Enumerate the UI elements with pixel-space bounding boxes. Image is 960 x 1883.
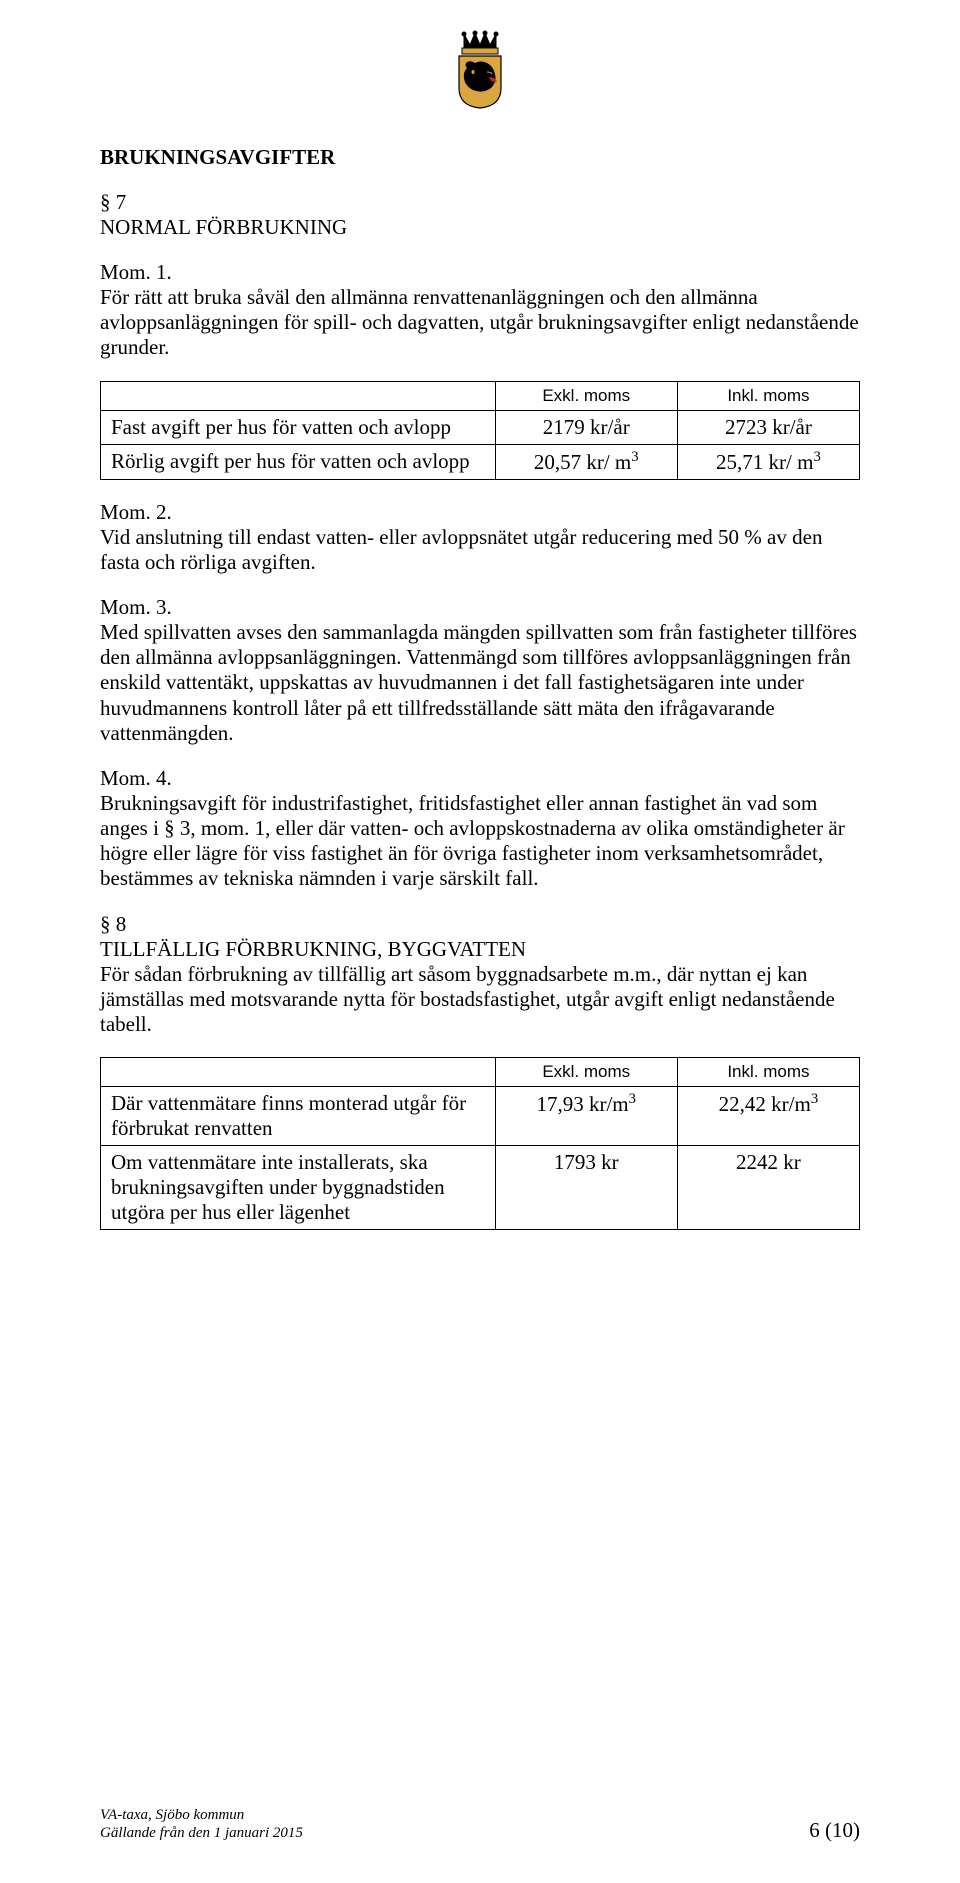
table-cell-desc: Om vattenmätare inte installerats, ska b… — [101, 1146, 496, 1230]
table-header-excl: Exkl. moms — [495, 381, 677, 410]
s7-mom2-label: Mom. 2. — [100, 500, 860, 525]
table-cell-incl: 2242 kr — [677, 1146, 859, 1230]
table-row: Om vattenmätare inte installerats, ska b… — [101, 1146, 860, 1230]
s7-mom1-text: För rätt att bruka såväl den allmänna re… — [100, 285, 860, 361]
s7-mom4-text: Brukningsavgift för industrifastighet, f… — [100, 791, 860, 892]
table-cell-incl: 2723 kr/år — [677, 410, 859, 444]
table-header-empty — [101, 381, 496, 410]
s8-fee-table: Exkl. moms Inkl. moms Där vattenmätare f… — [100, 1057, 860, 1230]
table-header-empty — [101, 1058, 496, 1087]
s7-mom2-text: Vid anslutning till endast vatten- eller… — [100, 525, 860, 575]
table-cell-incl: 22,42 kr/m3 — [677, 1087, 859, 1146]
table-cell-desc: Rörlig avgift per hus för vatten och avl… — [101, 444, 496, 479]
table-row: Där vattenmätare finns monterad utgår fö… — [101, 1087, 860, 1146]
table-cell-excl: 17,93 kr/m3 — [495, 1087, 677, 1146]
section-7-title: NORMAL FÖRBRUKNING — [100, 215, 860, 240]
page-heading: BRUKNINGSAVGIFTER — [100, 145, 860, 170]
section-8-title: TILLFÄLLIG FÖRBRUKNING, BYGGVATTEN — [100, 937, 860, 962]
section-8-mark: § 8 — [100, 912, 860, 937]
s7-mom3-label: Mom. 3. — [100, 595, 860, 620]
s8-intro-text: För sådan förbrukning av tillfällig art … — [100, 962, 860, 1038]
table-header-incl: Inkl. moms — [677, 381, 859, 410]
table-cell-excl: 2179 kr/år — [495, 410, 677, 444]
page-footer: VA-taxa, Sjöbo kommun Gällande från den … — [100, 1806, 860, 1844]
table-row: Fast avgift per hus för vatten och avlop… — [101, 410, 860, 444]
table-cell-desc: Där vattenmätare finns monterad utgår fö… — [101, 1087, 496, 1146]
table-header-excl: Exkl. moms — [495, 1058, 677, 1087]
s7-mom4-label: Mom. 4. — [100, 766, 860, 791]
table-cell-excl: 20,57 kr/ m3 — [495, 444, 677, 479]
footer-page-number: 6 (10) — [809, 1818, 860, 1843]
s7-mom1-label: Mom. 1. — [100, 260, 860, 285]
s7-fee-table: Exkl. moms Inkl. moms Fast avgift per hu… — [100, 381, 860, 480]
table-header-incl: Inkl. moms — [677, 1058, 859, 1087]
table-cell-incl: 25,71 kr/ m3 — [677, 444, 859, 479]
section-7-mark: § 7 — [100, 190, 860, 215]
municipality-crest — [100, 30, 860, 115]
footer-effective-date: Gällande från den 1 januari 2015 — [100, 1824, 303, 1843]
footer-doc-title: VA-taxa, Sjöbo kommun — [100, 1806, 303, 1825]
table-cell-desc: Fast avgift per hus för vatten och avlop… — [101, 410, 496, 444]
table-cell-excl: 1793 kr — [495, 1146, 677, 1230]
table-row: Rörlig avgift per hus för vatten och avl… — [101, 444, 860, 479]
s7-mom3-text: Med spillvatten avses den sammanlagda mä… — [100, 620, 860, 746]
